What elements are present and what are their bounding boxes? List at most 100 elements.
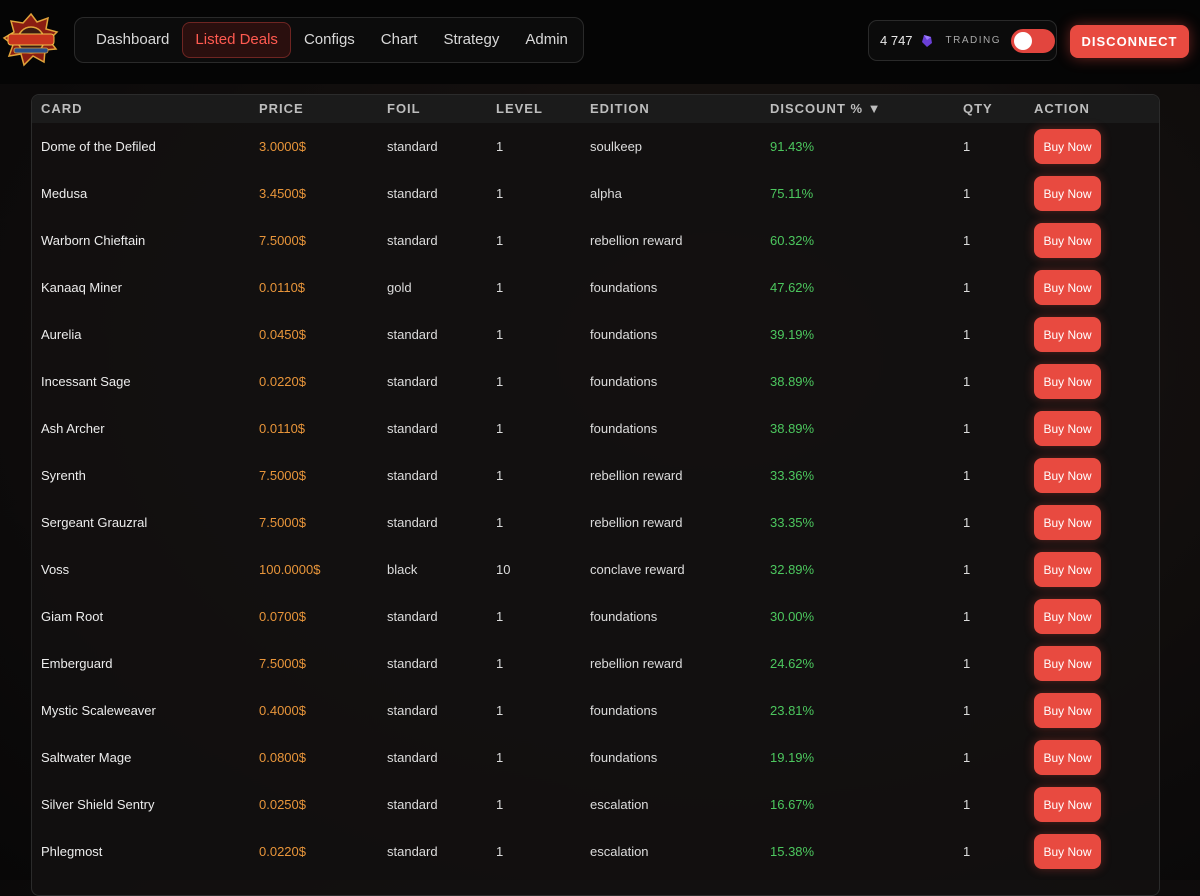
table-row: Dome of the Defiled 3.0000$ standard 1 soulk… [32, 123, 1159, 170]
cell-foil: standard [387, 186, 438, 201]
cell-level: 10 [496, 562, 511, 577]
buy-now-button[interactable]: Buy Now [1034, 505, 1101, 540]
cell-price: 0.0450$ [259, 327, 306, 342]
nav-strategy[interactable]: Strategy [443, 31, 500, 48]
cell-card: Dome of the Defiled [41, 139, 156, 154]
buy-now-button[interactable]: Buy Now [1034, 693, 1101, 728]
buy-now-button[interactable]: Buy Now [1034, 787, 1101, 822]
cell-card: Voss [41, 562, 70, 577]
table-row: Incessant Sage 0.0220$ standard 1 foundation… [32, 358, 1159, 405]
cell-foil: standard [387, 844, 438, 859]
table-row: Kanaaq Miner 0.0110$ gold 1 foundations 47.62… [32, 264, 1159, 311]
cell-foil: standard [387, 656, 438, 671]
cell-foil: gold [387, 280, 412, 295]
cell-card: Sergeant Grauzral [41, 515, 148, 530]
cell-edition: foundations [590, 703, 658, 718]
header-price[interactable]: PRICE [259, 101, 304, 116]
cell-price: 0.0110$ [259, 280, 306, 295]
app-logo-icon[interactable] [2, 12, 60, 68]
cell-foil: standard [387, 515, 438, 530]
cell-qty: 1 [963, 609, 971, 624]
cell-discount: 39.19% [770, 327, 815, 342]
cell-card: Warborn Chieftain [41, 233, 146, 248]
cell-price: 3.4500$ [259, 186, 306, 201]
cell-foil: standard [387, 797, 438, 812]
cell-card: Syrenth [41, 468, 86, 483]
cell-level: 1 [496, 139, 504, 154]
header-level[interactable]: LEVEL [496, 101, 543, 116]
cell-qty: 1 [963, 515, 971, 530]
nav-configs[interactable]: Configs [303, 31, 355, 48]
cell-qty: 1 [963, 139, 971, 154]
cell-price: 0.0110$ [259, 421, 306, 436]
buy-now-button[interactable]: Buy Now [1034, 411, 1101, 446]
cell-foil: standard [387, 327, 438, 342]
cell-discount: 91.43% [770, 139, 815, 154]
nav-chart[interactable]: Chart [380, 31, 418, 48]
cell-level: 1 [496, 609, 504, 624]
cell-card: Aurelia [41, 327, 82, 342]
buy-now-button[interactable]: Buy Now [1034, 740, 1101, 775]
cell-qty: 1 [963, 562, 971, 577]
cell-level: 1 [496, 703, 504, 718]
buy-now-button[interactable]: Buy Now [1034, 270, 1101, 305]
nav-dashboard[interactable]: Dashboard [96, 31, 170, 48]
cell-edition: conclave reward [590, 562, 685, 577]
cell-level: 1 [496, 797, 504, 812]
table-row: Silver Shield Sentry 0.0250$ standard 1 esca… [32, 781, 1159, 828]
header-edition[interactable]: EDITION [590, 101, 650, 116]
buy-now-button[interactable]: Buy Now [1034, 223, 1101, 258]
header-discount[interactable]: DISCOUNT % ▼ [770, 101, 882, 116]
buy-now-button[interactable]: Buy Now [1034, 317, 1101, 352]
cell-edition: rebellion reward [590, 515, 683, 530]
buy-now-button[interactable]: Buy Now [1034, 364, 1101, 399]
disconnect-button[interactable]: DISCONNECT [1070, 25, 1189, 58]
buy-now-button[interactable]: Buy Now [1034, 834, 1101, 869]
cell-discount: 15.38% [770, 844, 815, 859]
table-row: Sergeant Grauzral 7.5000$ standard 1 rebelli… [32, 499, 1159, 546]
cell-level: 1 [496, 233, 504, 248]
table-row: Saltwater Mage 0.0800$ standard 1 foundation… [32, 734, 1159, 781]
buy-now-button[interactable]: Buy Now [1034, 599, 1101, 634]
cell-foil: standard [387, 468, 438, 483]
cell-level: 1 [496, 421, 504, 436]
table-row: Emberguard 7.5000$ standard 1 rebellion rewa… [32, 640, 1159, 687]
purple-gem-icon [921, 34, 932, 47]
cell-discount: 16.67% [770, 797, 815, 812]
buy-now-button[interactable]: Buy Now [1034, 176, 1101, 211]
cell-edition: foundations [590, 421, 658, 436]
header-card[interactable]: CARD [41, 101, 83, 116]
buy-now-button[interactable]: Buy Now [1034, 552, 1101, 587]
cell-qty: 1 [963, 280, 971, 295]
table-row: Phlegmost 0.0220$ standard 1 escalation 15.38… [32, 828, 1159, 875]
cell-discount: 24.62% [770, 656, 815, 671]
header-qty[interactable]: QTY [963, 101, 993, 116]
buy-now-button[interactable]: Buy Now [1034, 458, 1101, 493]
cell-price: 7.5000$ [259, 468, 306, 483]
cell-price: 0.4000$ [259, 703, 306, 718]
header-foil[interactable]: FOIL [387, 101, 421, 116]
cell-level: 1 [496, 374, 504, 389]
cell-edition: foundations [590, 609, 658, 624]
cell-price: 0.0220$ [259, 374, 306, 389]
nav-listed-deals[interactable]: Listed Deals [182, 22, 291, 58]
cell-edition: rebellion reward [590, 656, 683, 671]
cell-foil: standard [387, 703, 438, 718]
buy-now-button[interactable]: Buy Now [1034, 646, 1101, 681]
deals-table: CARD PRICE FOIL LEVEL EDITION DISCOUNT %… [31, 94, 1160, 896]
nav-admin[interactable]: Admin [525, 31, 568, 48]
cell-card: Giam Root [41, 609, 104, 624]
buy-now-button[interactable]: Buy Now [1034, 129, 1101, 164]
cell-edition: escalation [590, 797, 649, 812]
cell-discount: 33.36% [770, 468, 815, 483]
trading-toggle[interactable] [1011, 28, 1056, 53]
cell-edition: foundations [590, 280, 658, 295]
cell-edition: escalation [590, 844, 649, 859]
cell-level: 1 [496, 656, 504, 671]
cell-edition: alpha [590, 186, 622, 201]
cell-qty: 1 [963, 421, 971, 436]
table-row: Aurelia 0.0450$ standard 1 foundations 39.19%… [32, 311, 1159, 358]
cell-discount: 38.89% [770, 374, 815, 389]
cell-price: 0.0220$ [259, 844, 306, 859]
cell-foil: standard [387, 139, 438, 154]
